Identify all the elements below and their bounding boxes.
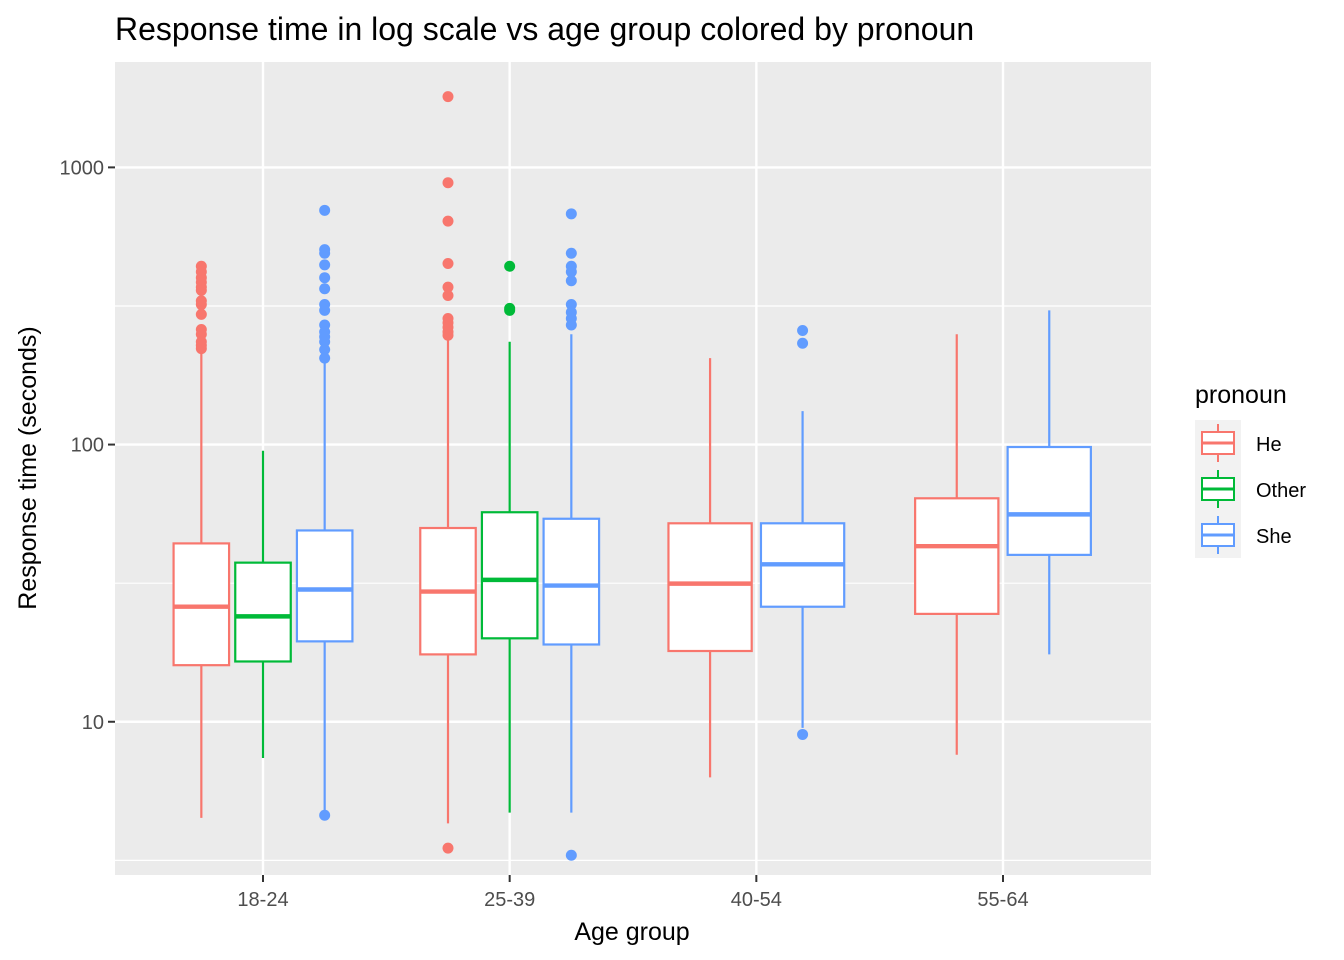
y-tick-label: 1000	[60, 157, 105, 179]
box-he-40-54	[667, 358, 753, 778]
box-she-55-64	[1006, 310, 1092, 655]
outlier-point	[195, 343, 207, 355]
box-iqr	[914, 497, 1000, 615]
outlier-point	[319, 809, 331, 821]
outlier-point	[442, 281, 454, 293]
outlier-point	[565, 266, 577, 278]
y-tick-label: 10	[82, 712, 104, 734]
outlier-point	[565, 849, 577, 861]
outlier-point	[442, 258, 454, 270]
outlier-point	[565, 275, 577, 287]
legend-item-he: He	[1201, 424, 1282, 462]
x-tick-label: 18-24	[237, 889, 288, 911]
box-iqr	[667, 522, 753, 653]
outlier-point	[319, 204, 331, 216]
legend-label: Other	[1256, 480, 1306, 502]
outlier-point	[319, 272, 331, 284]
x-tick-label: 40-54	[731, 889, 782, 911]
outlier-point	[319, 304, 331, 316]
box-iqr	[542, 517, 601, 646]
box-iqr	[172, 542, 231, 667]
chart-title: Response time in log scale vs age group …	[115, 11, 974, 47]
outlier-point	[195, 308, 207, 320]
box-iqr	[480, 511, 539, 640]
outlier-point	[797, 728, 809, 740]
box-other-25-39	[480, 260, 539, 813]
box-he-18-24	[172, 260, 231, 818]
outlier-point	[797, 337, 809, 349]
outlier-point	[442, 842, 454, 854]
x-axis-title: Age group	[574, 918, 689, 946]
outlier-point	[565, 208, 577, 220]
gridlines	[115, 62, 1151, 875]
box-she-40-54	[759, 324, 846, 740]
outlier-point	[442, 289, 454, 301]
outlier-point	[319, 247, 331, 259]
box-iqr	[295, 529, 354, 643]
plot-panel	[115, 62, 1151, 875]
box-he-55-64	[914, 334, 1000, 755]
x-tick-label: 55-64	[977, 889, 1028, 911]
legend-item-she: She	[1201, 516, 1292, 554]
y-tick-label: 100	[71, 435, 104, 457]
box-other-18-24	[234, 450, 292, 759]
outlier-point	[319, 336, 331, 348]
x-tick-label: 25-39	[484, 889, 535, 911]
outlier-point	[319, 259, 331, 271]
box-iqr	[234, 561, 292, 663]
outlier-point	[442, 215, 454, 227]
legend-label: She	[1256, 526, 1292, 548]
box-she-25-39	[542, 208, 601, 861]
legend-title: pronoun	[1195, 381, 1287, 409]
y-axis-title: Response time (seconds)	[14, 326, 42, 609]
outlier-point	[565, 247, 577, 259]
legend-item-other: Other	[1201, 470, 1306, 508]
box-he-25-39	[419, 91, 477, 854]
axes: 10 100 1000 18-24 25-39 40-54 55-64	[60, 157, 1029, 911]
outlier-point	[797, 324, 809, 336]
outlier-point	[319, 352, 331, 364]
outlier-point	[442, 91, 454, 103]
box-she-18-24	[295, 204, 354, 821]
outlier-point	[195, 284, 207, 296]
outlier-point	[319, 344, 331, 356]
outlier-point	[504, 304, 516, 316]
legend: pronoun He Other She	[1195, 381, 1306, 558]
outlier-point	[319, 283, 331, 295]
boxes-layer	[172, 91, 1092, 861]
outlier-point	[195, 299, 207, 311]
legend-label: He	[1256, 434, 1282, 456]
outlier-point	[442, 329, 454, 341]
box-iqr	[1006, 445, 1092, 556]
outlier-point	[565, 299, 577, 311]
outlier-point	[442, 177, 454, 189]
outlier-point	[565, 319, 577, 331]
outlier-point	[504, 260, 516, 272]
